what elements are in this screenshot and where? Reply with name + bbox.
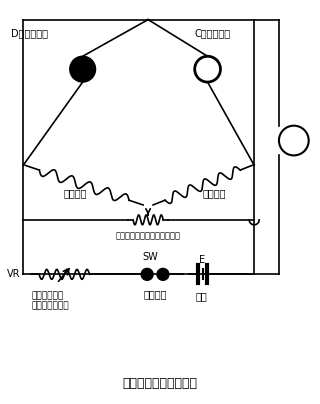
- Text: E: E: [199, 255, 205, 265]
- Text: SW: SW: [142, 252, 158, 261]
- Circle shape: [141, 268, 153, 280]
- Text: C：補賞素子: C：補賞素子: [195, 28, 231, 38]
- Text: 図３　熱伝導法の回路: 図３ 熱伝導法の回路: [123, 377, 197, 390]
- Circle shape: [195, 56, 220, 82]
- Text: スイッチ: スイッチ: [143, 289, 167, 299]
- Circle shape: [157, 268, 169, 280]
- Text: M: M: [289, 135, 299, 145]
- Text: 固定抵抗: 固定抵抗: [64, 188, 87, 198]
- Text: D：検出素子: D：検出素子: [11, 28, 48, 38]
- Text: 固定抵抗: 固定抵抗: [203, 188, 226, 198]
- Circle shape: [70, 56, 96, 82]
- Text: ブリッジ平衡調整可変抵抗器: ブリッジ平衡調整可変抵抗器: [116, 232, 180, 241]
- Text: 電源: 電源: [196, 291, 207, 301]
- Text: ブリッジ電圧
調整可変抵抗器: ブリッジ電圧 調整可変抵抗器: [31, 291, 69, 311]
- Text: VR: VR: [7, 269, 20, 280]
- Circle shape: [279, 126, 309, 156]
